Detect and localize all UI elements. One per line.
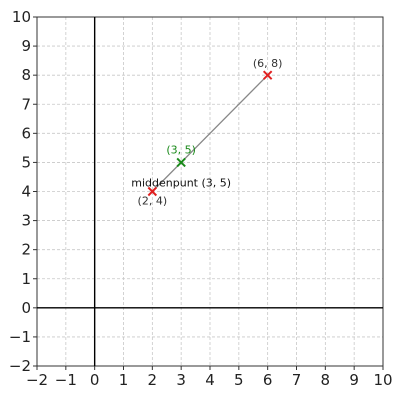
y-tick-label: 3 [21,212,31,230]
point-marker-stroke [176,157,186,168]
x-tick-label: 3 [176,371,186,389]
x-tick-label: 0 [90,371,100,389]
x-tick-label: 2 [148,371,158,389]
x-tick-label: 8 [321,371,331,389]
point-marker-stroke [262,70,273,80]
y-tick-label: 1 [21,270,31,288]
x-tick-label: 7 [292,371,302,389]
x-tick-label: −1 [55,371,77,389]
midpoint-annotation: middenpunt (3, 5) [131,176,231,189]
point-label: (6, 8) [253,57,283,70]
point-marker [147,186,158,197]
y-tick-label: 9 [21,37,31,55]
y-tick-label: 10 [12,8,31,26]
line-segment [151,74,269,192]
point-label: (3, 5) [166,143,196,156]
x-tick-label: 6 [263,371,273,389]
point-marker-stroke [147,186,158,197]
y-tick-label: 8 [21,66,31,84]
y-tick-label: 6 [21,124,31,142]
x-tick-label: −2 [26,371,48,389]
grid [36,16,384,367]
y-tick-label: 2 [21,241,31,259]
point-marker [262,70,273,80]
x-tick-label: 5 [234,371,244,389]
point-label: (2, 4) [138,195,168,208]
x-tick-label: 9 [349,371,359,389]
x-tick-label: 10 [373,371,392,389]
y-tick-label: −1 [9,328,31,346]
plot-marks: (2, 4) (6, 8) (3, 5) middenpunt (3, 5) [131,57,282,207]
point-marker [176,157,186,168]
y-tick-label: 5 [21,153,31,171]
x-tick-label: 1 [119,371,129,389]
x-tick-label: 4 [205,371,215,389]
y-tick-label: 4 [21,183,31,201]
y-tick-label: 7 [21,95,31,113]
y-tick-label: −2 [9,357,31,375]
y-tick-label: 0 [21,299,31,317]
